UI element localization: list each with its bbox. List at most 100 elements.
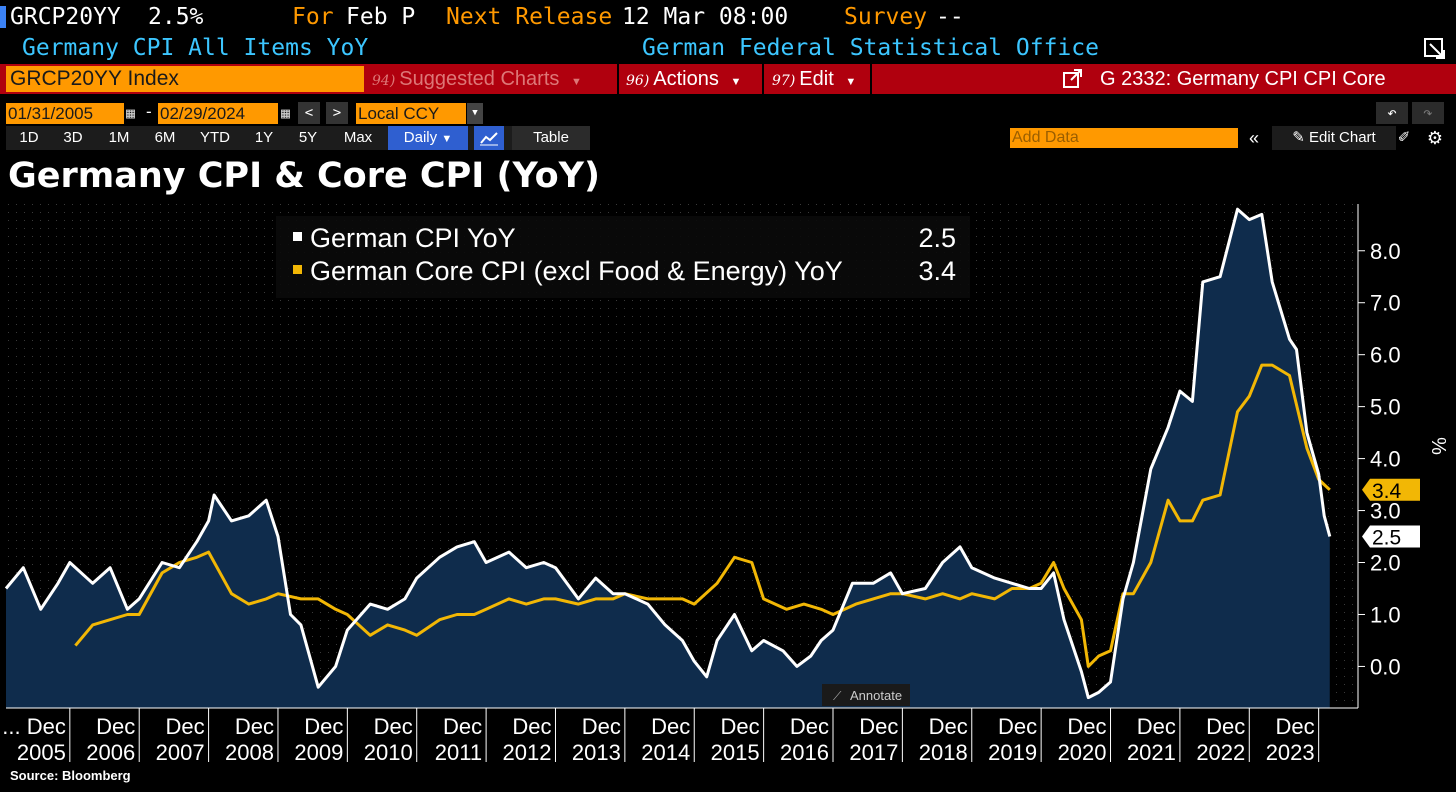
x-tick-label-month: Dec bbox=[443, 714, 482, 739]
x-tick-label-year: 2023 bbox=[1266, 740, 1315, 765]
ticker-marker bbox=[0, 6, 6, 28]
x-tick-label-year: 2007 bbox=[156, 740, 205, 765]
table-button[interactable]: Table bbox=[512, 126, 590, 150]
x-tick-label-year: 2019 bbox=[988, 740, 1037, 765]
x-tick-label-month: Dec bbox=[929, 714, 968, 739]
period-1m[interactable]: 1M bbox=[108, 129, 130, 146]
x-tick-label-month: Dec bbox=[374, 714, 413, 739]
last-value-cpi-tag bbox=[1362, 525, 1420, 548]
x-tick-label-month: Dec bbox=[235, 714, 274, 739]
collapse-icon[interactable]: « bbox=[1248, 128, 1259, 148]
y-tick-label: 4.0 bbox=[1370, 447, 1401, 472]
x-tick-label-year: 2021 bbox=[1127, 740, 1176, 765]
suggested-charts-number: 94) bbox=[372, 73, 396, 89]
series-area-cpi bbox=[6, 209, 1330, 708]
add-data-input[interactable]: Add Data bbox=[1010, 128, 1238, 148]
launch-icon[interactable] bbox=[1062, 68, 1084, 90]
for-label: For bbox=[292, 4, 334, 30]
x-tick-label-year: 2015 bbox=[711, 740, 760, 765]
suggested-charts-button[interactable]: 94) Suggested Charts ▼ bbox=[372, 64, 582, 94]
start-date-input[interactable]: 01/31/2005 bbox=[6, 103, 124, 124]
legend-swatch-core bbox=[293, 265, 302, 274]
chart: 0.01.02.03.04.05.06.07.08.0%3.42.5 ... D… bbox=[2, 204, 1449, 765]
edit-annotation-icon[interactable]: ✐ bbox=[1397, 129, 1411, 146]
y-tick-label: 3.0 bbox=[1370, 499, 1401, 524]
source-note: Source: Bloomberg bbox=[10, 768, 131, 783]
x-tick-label-month: Dec bbox=[512, 714, 551, 739]
period-ytd[interactable]: YTD bbox=[200, 129, 230, 146]
undo-icon[interactable]: ↶ bbox=[1376, 102, 1408, 124]
last-value-cpi-tag-label: 2.5 bbox=[1372, 527, 1401, 550]
last-value-core-tag bbox=[1362, 478, 1420, 501]
x-tick-label-year: 2013 bbox=[572, 740, 621, 765]
legend-value-core: 3.4 bbox=[918, 256, 956, 286]
x-tick-label-month: Dec bbox=[96, 714, 135, 739]
x-tick-label-month: Dec bbox=[1206, 714, 1245, 739]
x-tick-label-month: ... Dec bbox=[2, 714, 66, 739]
legend-swatch-cpi bbox=[293, 232, 302, 241]
security-field[interactable]: GRCP20YY Index bbox=[6, 66, 364, 92]
edit-number: 97) bbox=[772, 73, 796, 89]
previous-period-button[interactable]: < bbox=[298, 102, 320, 124]
y-tick-label: 5.0 bbox=[1370, 395, 1401, 420]
x-tick-label-month: Dec bbox=[998, 714, 1037, 739]
calendar-icon[interactable]: ▦ bbox=[126, 104, 136, 122]
next-release-label: Next Release bbox=[446, 4, 613, 30]
x-tick-label-year: 2018 bbox=[919, 740, 968, 765]
edit-label: Edit bbox=[799, 68, 834, 90]
y-tick-label: 8.0 bbox=[1370, 239, 1401, 264]
x-tick-label-year: 2017 bbox=[849, 740, 898, 765]
annotate-icon: ⟋ bbox=[833, 689, 842, 703]
chevron-down-icon[interactable]: ▼ bbox=[467, 103, 483, 124]
period-3d[interactable]: 3D bbox=[63, 129, 83, 146]
series-line-cpi bbox=[4, 207, 1332, 700]
legend-box bbox=[276, 216, 970, 298]
chart-title: Germany CPI & Core CPI (YoY) bbox=[8, 156, 600, 196]
security-description: Germany CPI All Items YoY bbox=[22, 35, 369, 61]
legend-label-cpi: German CPI YoY bbox=[310, 223, 516, 253]
chevron-down-icon: ▼ bbox=[570, 76, 582, 88]
for-value: Feb P bbox=[346, 4, 416, 30]
end-date-input[interactable]: 02/29/2024 bbox=[158, 103, 278, 124]
y-tick-label: 7.0 bbox=[1370, 291, 1401, 316]
x-tick-label-year: 2022 bbox=[1196, 740, 1245, 765]
x-tick-label-month: Dec bbox=[651, 714, 690, 739]
gear-icon[interactable]: ⚙ bbox=[1426, 128, 1444, 148]
edit-button[interactable]: 97) Edit ▼ bbox=[772, 64, 856, 94]
last-value-core-tag-label: 3.4 bbox=[1372, 480, 1402, 503]
annotate-button[interactable]: ⟋ Annotate bbox=[822, 684, 910, 706]
line-chart-icon[interactable] bbox=[474, 126, 504, 150]
popout-icon[interactable] bbox=[1422, 36, 1448, 62]
currency-select[interactable]: Local CCY bbox=[356, 103, 466, 124]
frequency-select[interactable]: Daily ▼ bbox=[388, 126, 468, 150]
suggested-charts-label: Suggested Charts bbox=[399, 68, 560, 90]
annotate-label: Annotate bbox=[850, 688, 902, 703]
redo-icon[interactable]: ↷ bbox=[1412, 102, 1444, 124]
ticker-symbol: GRCP20YY bbox=[10, 4, 121, 30]
date-separator: - bbox=[146, 102, 152, 121]
x-tick-label-month: Dec bbox=[165, 714, 204, 739]
y-tick-label: 1.0 bbox=[1370, 602, 1401, 627]
series-line-core-cpi bbox=[74, 363, 1331, 668]
y-tick-label: 2.0 bbox=[1370, 551, 1401, 576]
period-1d[interactable]: 1D bbox=[19, 129, 39, 146]
x-tick-label-month: Dec bbox=[859, 714, 898, 739]
x-tick-label-year: 2005 bbox=[17, 740, 66, 765]
period-max[interactable]: Max bbox=[343, 129, 373, 146]
frequency-label: Daily bbox=[403, 129, 438, 146]
period-6m[interactable]: 6M bbox=[154, 129, 176, 146]
x-tick-label-month: Dec bbox=[1276, 714, 1315, 739]
toolbar-divider bbox=[617, 64, 619, 94]
x-tick-label-year: 2010 bbox=[364, 740, 413, 765]
legend: German CPI YoY 2.5 German Core CPI (excl… bbox=[276, 216, 970, 298]
calendar-icon[interactable]: ▦ bbox=[281, 104, 291, 122]
actions-number: 96) bbox=[626, 73, 650, 89]
next-period-button[interactable]: > bbox=[326, 102, 348, 124]
actions-button[interactable]: 96) Actions ▼ bbox=[626, 64, 741, 94]
edit-chart-button[interactable]: ✎ Edit Chart bbox=[1272, 126, 1396, 150]
legend-label-core: German Core CPI (excl Food & Energy) YoY bbox=[310, 256, 843, 286]
period-1y[interactable]: 1Y bbox=[254, 129, 274, 146]
period-5y[interactable]: 5Y bbox=[298, 129, 318, 146]
ticker-value: 2.5% bbox=[148, 4, 204, 30]
chart-id-label: G 2332: Germany CPI CPI Core bbox=[1100, 68, 1386, 90]
